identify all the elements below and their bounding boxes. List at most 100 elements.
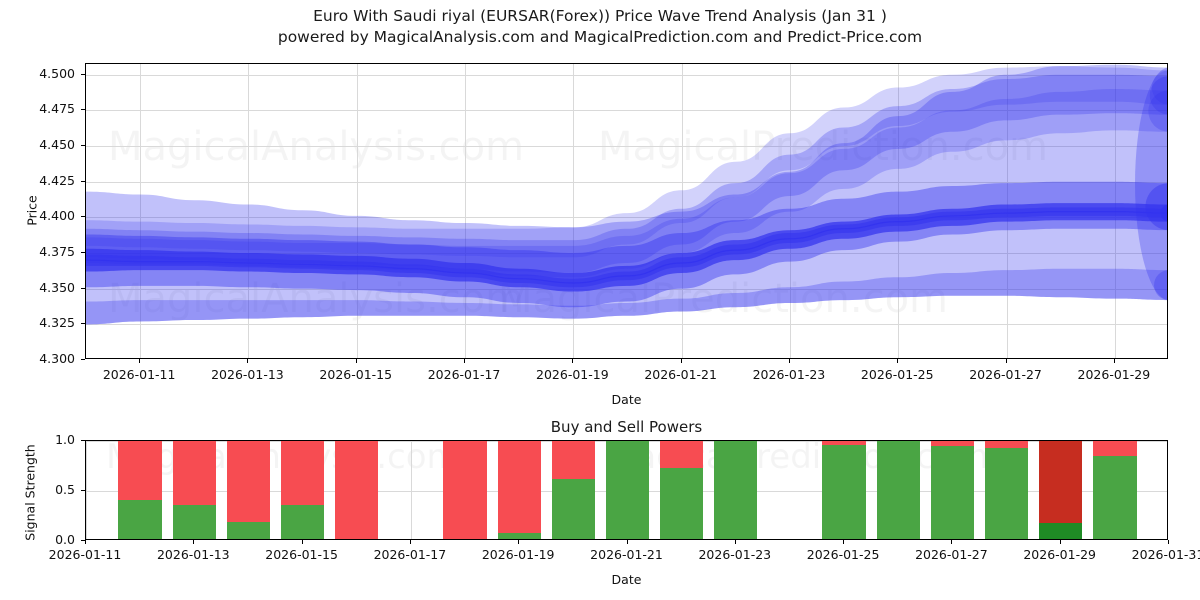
wave-y-tick-mark: [81, 323, 85, 325]
bars-y-tick-mark: [81, 540, 85, 541]
wave-bands-svg: [86, 64, 1167, 325]
wave-y-tick-mark: [81, 180, 85, 182]
bar-stack[interactable]: [335, 441, 379, 539]
bar-stack[interactable]: [605, 441, 650, 539]
bar-segment-buy: [605, 441, 650, 539]
bar-stack[interactable]: [714, 441, 758, 539]
wave-y-tick-mark: [81, 287, 85, 289]
price-wave-plot: MagicalAnalysis.comMagicalPrediction.com…: [85, 63, 1168, 359]
wave-y-tick-mark: [81, 252, 85, 253]
wave-gridline-h-1: [86, 324, 1167, 326]
wave-gridline-v-4: [573, 64, 575, 358]
bars-x-tick-label: 2026-01-21: [590, 547, 663, 562]
wave-y-tick-mark: [81, 359, 85, 360]
wave-y-tick-label: 4.425: [39, 172, 75, 188]
wave-band-cap-upper-fan-c: [1151, 70, 1167, 105]
wave-y-tick-label: 4.325: [39, 315, 75, 331]
wave-band-lower-channel: [86, 268, 1167, 325]
bar-segment-buy: [659, 468, 704, 539]
bars-y-axis-label: Signal Strength: [22, 444, 38, 541]
bar-stack[interactable]: [497, 441, 541, 539]
bar-stack[interactable]: [1093, 441, 1137, 539]
wave-x-tick-label: 2026-01-27: [969, 367, 1042, 382]
bars-x-tick-mark: [85, 540, 86, 544]
wave-center-line: [86, 211, 1167, 284]
wave-y-tick-mark: [81, 109, 85, 111]
bar-stack[interactable]: [1039, 441, 1083, 539]
wave-x-tick-mark: [1005, 359, 1007, 363]
wave-x-tick-mark: [355, 359, 357, 363]
bar-segment-buy: [497, 533, 541, 539]
wave-band-cap-upper-fan-a: [1149, 76, 1167, 115]
bars-x-tick-label: 2026-01-23: [698, 547, 772, 562]
bars-gridline-v-3: [410, 441, 412, 539]
bar-segment-sell: [1039, 441, 1083, 523]
bars-y-tick-mark: [81, 490, 85, 491]
bar-stack[interactable]: [876, 441, 920, 539]
bar-stack[interactable]: [172, 441, 216, 539]
title-line-2: powered by MagicalAnalysis.com and Magic…: [277, 28, 923, 46]
wave-x-tick-label: 2026-01-13: [211, 367, 284, 382]
wave-y-tick-label: 4.375: [39, 244, 75, 259]
wave-x-tick-mark: [464, 359, 466, 363]
bar-stack[interactable]: [280, 441, 325, 539]
wave-gridline-h-3: [86, 253, 1167, 254]
bars-x-tick-mark: [843, 540, 845, 544]
wave-band-mid-band-wide: [86, 181, 1167, 308]
wave-y-tick-label: 4.475: [39, 101, 75, 117]
bar-stack[interactable]: [822, 441, 866, 539]
wave-x-tick-label: 2026-01-23: [752, 367, 826, 382]
wave-x-tick-mark: [897, 359, 899, 363]
wave-band-upper-fan-a: [86, 74, 1167, 273]
bar-segment-buy: [551, 479, 595, 539]
wave-x-tick-mark: [1113, 359, 1115, 363]
wave-y-tick-label: 4.300: [39, 351, 75, 366]
wave-y-tick-label: 4.500: [39, 65, 75, 81]
wave-x-tick-label: 2026-01-25: [860, 367, 934, 382]
bar-stack[interactable]: [226, 441, 271, 539]
bar-stack[interactable]: [984, 441, 1029, 539]
wave-x-tick-mark: [788, 359, 790, 363]
wave-x-tick-mark: [139, 359, 141, 363]
bars-x-tick-label: 2026-01-17: [373, 547, 447, 562]
bars-x-tick-label: 2026-01-27: [915, 547, 988, 562]
wave-gridline-v-5: [681, 64, 683, 358]
bar-segment-sell: [984, 441, 1029, 448]
bars-x-tick-mark: [626, 540, 628, 544]
wave-gridline-h-8: [86, 74, 1167, 76]
wave-gridline-h-6: [86, 146, 1167, 148]
bar-segment-sell: [118, 441, 162, 500]
wave-x-tick-label: 2026-01-21: [644, 367, 717, 382]
bar-segment-buy: [984, 448, 1029, 539]
bars-x-tick-label: 2026-01-25: [806, 547, 880, 562]
wave-gridline-h-2: [86, 288, 1167, 290]
wave-gridline-v-7: [898, 64, 900, 358]
wave-x-tick-label: 2026-01-19: [536, 367, 609, 382]
bars-y-tick-label: 1.0: [55, 432, 75, 447]
bar-segment-sell: [497, 441, 541, 533]
bar-segment-buy: [930, 446, 975, 539]
wave-gridline-v-2: [356, 64, 358, 358]
bar-segment-sell: [280, 441, 325, 505]
bars-x-tick-label: 2026-01-19: [481, 547, 555, 562]
wave-gridline-v-0: [140, 64, 142, 358]
bar-stack[interactable]: [551, 441, 595, 539]
bar-segment-buy: [876, 441, 920, 539]
bar-segment-sell: [659, 441, 704, 468]
wave-x-tick-mark: [680, 359, 682, 363]
bar-stack[interactable]: [443, 441, 487, 539]
bar-segment-sell: [335, 441, 379, 539]
bar-stack[interactable]: [659, 441, 704, 539]
bars-x-tick-mark: [1168, 540, 1169, 544]
bar-segment-sell: [443, 441, 487, 539]
bars-x-tick-mark: [1059, 540, 1061, 544]
bars-x-tick-label: 2026-01-13: [156, 547, 230, 562]
bars-x-tick-label: 2026-01-15: [265, 547, 338, 562]
bar-stack[interactable]: [930, 441, 975, 539]
wave-x-tick-label: 2026-01-29: [1077, 367, 1151, 382]
wave-band-cap-mid-band-wide: [1145, 183, 1167, 231]
wave-y-tick-label: 4.450: [39, 137, 75, 153]
bar-segment-buy: [280, 505, 325, 539]
wave-x-tick-label: 2026-01-17: [427, 367, 501, 382]
bar-stack[interactable]: [118, 441, 162, 539]
